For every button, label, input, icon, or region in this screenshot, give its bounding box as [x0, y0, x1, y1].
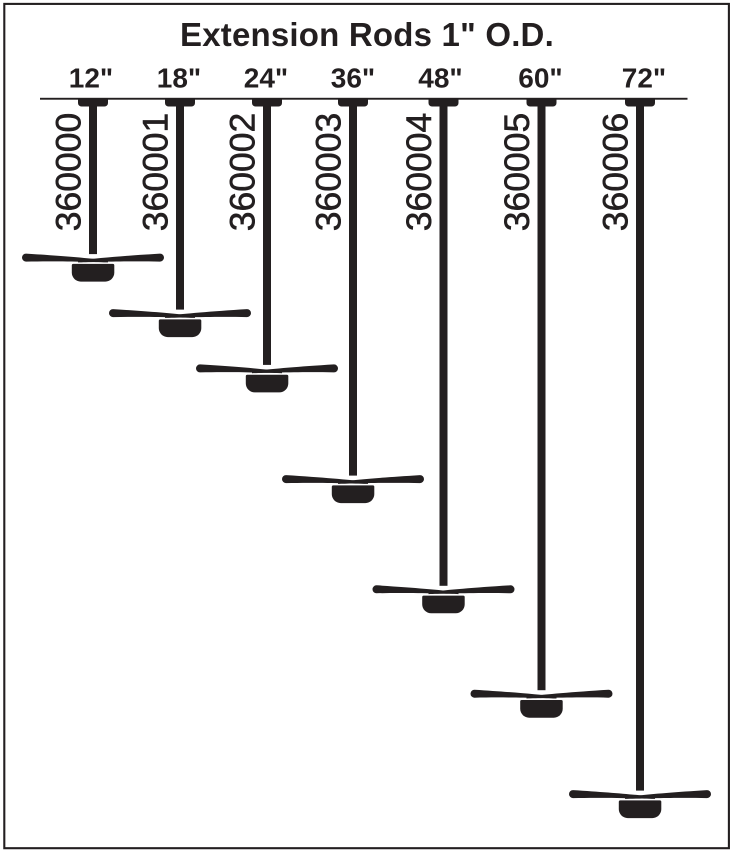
svg-text:72": 72" [622, 63, 666, 94]
svg-text:Extension Rods 1" O.D.: Extension Rods 1" O.D. [180, 16, 554, 53]
svg-text:18": 18" [157, 63, 201, 94]
svg-text:360004: 360004 [399, 113, 439, 231]
svg-text:48": 48" [418, 63, 462, 94]
svg-text:360001: 360001 [136, 113, 176, 231]
svg-text:36": 36" [331, 63, 375, 94]
svg-text:360005: 360005 [497, 113, 537, 231]
svg-text:360002: 360002 [223, 113, 263, 231]
svg-text:360006: 360006 [596, 113, 636, 231]
svg-text:24": 24" [244, 63, 288, 94]
svg-text:12": 12" [69, 63, 113, 94]
svg-text:360000: 360000 [49, 113, 89, 231]
svg-text:360003: 360003 [309, 113, 349, 231]
svg-text:60": 60" [518, 63, 562, 94]
